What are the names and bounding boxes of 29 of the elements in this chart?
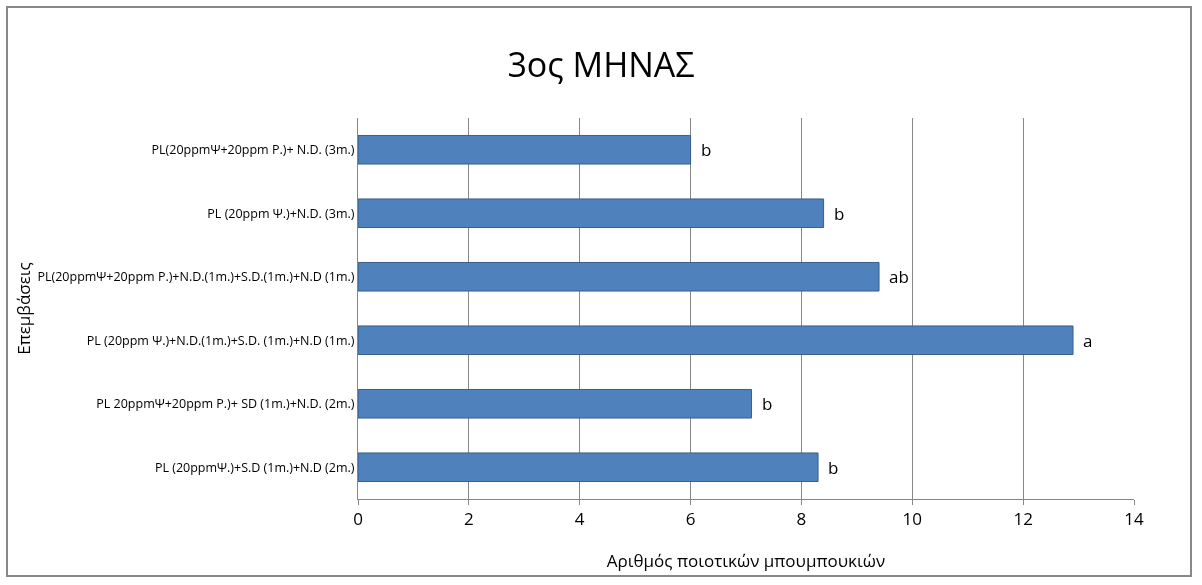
annotation: ab: [889, 265, 909, 288]
y-tick-label: PL (20ppm Ψ.)+N.D. (3m.): [207, 204, 355, 222]
y-tick-label: PL (20ppm Ψ.)+N.D.(1m.)+S.D. (1m.)+N.D (1m.): [86, 331, 355, 349]
y-tick-label: PL(20ppmΨ+20ppm P.)+ N.D. (3m.): [151, 141, 355, 159]
y-tick-label: PL(20ppmΨ+20ppm P.)+N.D.(1m.)+S.D.(1m.)+N.D (1m.): [37, 268, 355, 286]
bar: [358, 452, 819, 483]
x-tick-label: 14: [1124, 507, 1144, 531]
y-tick-label: PL 20ppmΨ+20ppm P.)+ SD (1m.)+N.D. (2m.): [96, 395, 355, 413]
bar: [358, 325, 1074, 356]
bar: [358, 134, 692, 165]
bar: [358, 261, 880, 292]
annotation: b: [834, 202, 845, 225]
x-tick-label: 0: [353, 507, 363, 531]
bar: [358, 388, 753, 419]
annotation: b: [701, 138, 712, 161]
chart-title: 3ος ΜΗΝΑΣ: [507, 41, 695, 87]
x-tick-label: 6: [685, 507, 696, 531]
x-axis-title: Αριθμός ποιοτικών μπουμπουκιών: [606, 548, 886, 572]
x-tick-label: 4: [574, 507, 585, 531]
annotation: b: [762, 392, 773, 415]
annotation: a: [1083, 329, 1093, 352]
x-tick-label: 12: [1013, 507, 1033, 531]
annotation: b: [828, 456, 839, 479]
x-tick-label: 10: [902, 507, 923, 531]
y-axis-title: Επεμβάσεις: [12, 262, 36, 355]
x-tick-label: 2: [463, 507, 474, 531]
y-tick-label: PL (20ppmΨ.)+S.D (1m.)+N.D (2m.): [154, 458, 355, 476]
bar: [358, 198, 825, 229]
x-tick-label: 8: [796, 507, 807, 531]
